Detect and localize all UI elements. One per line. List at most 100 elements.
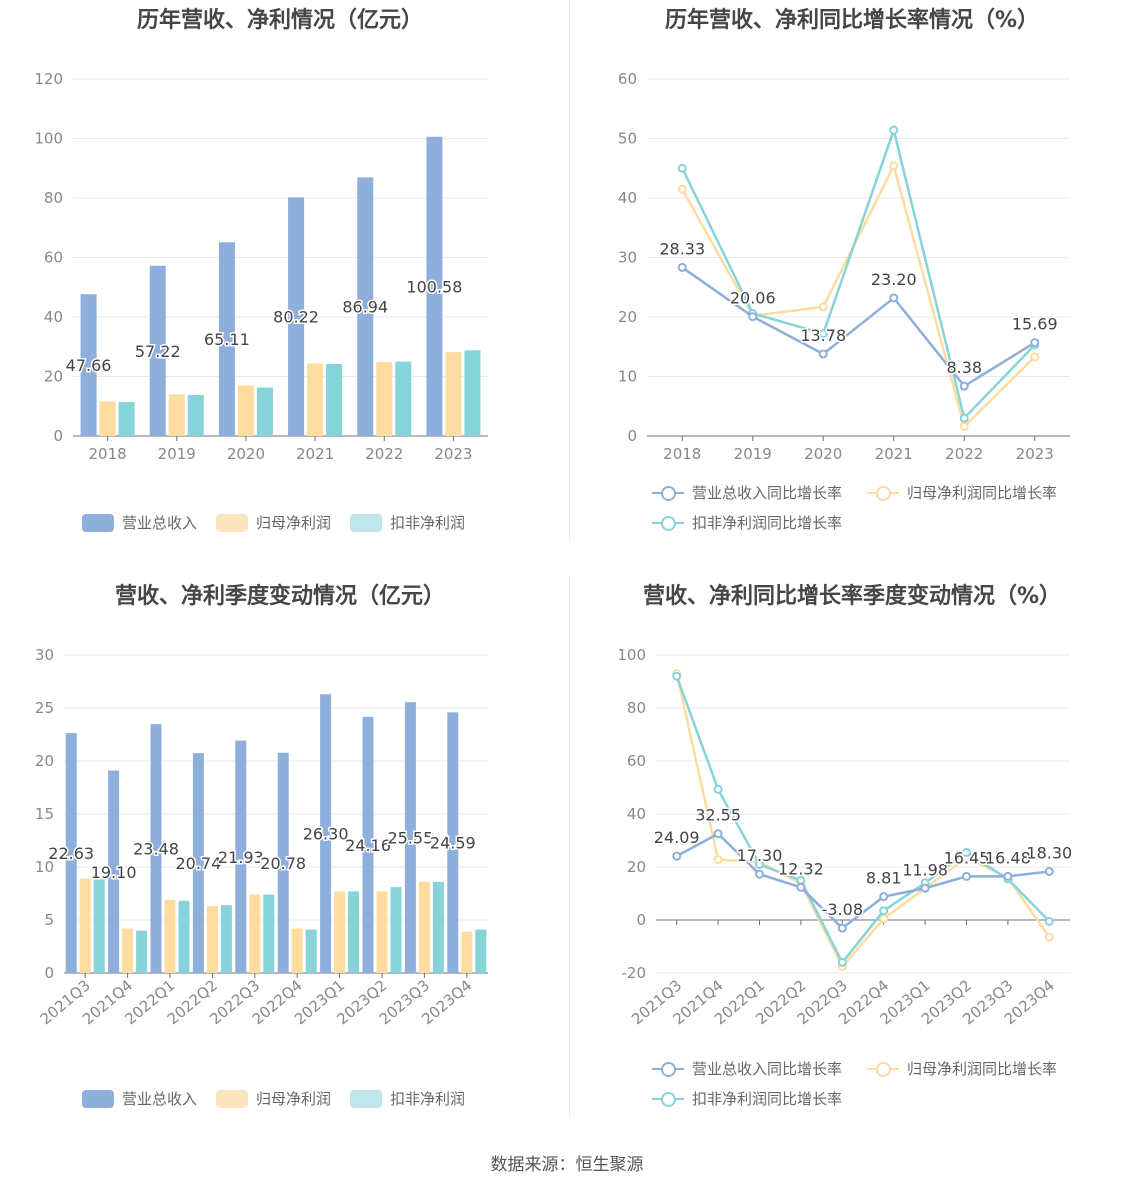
data-label: 28.33	[659, 239, 705, 258]
bar-net-profit	[307, 363, 324, 436]
data-point	[713, 829, 723, 839]
data-point	[959, 421, 969, 431]
y-tick-label: 40	[627, 805, 646, 823]
y-tick-label: 40	[618, 189, 637, 207]
legend-item-revenue-growth[interactable]: 营业总收入同比增长率	[652, 1058, 842, 1079]
data-label: 20.74	[175, 854, 221, 873]
bar-net-profit	[461, 931, 473, 973]
bar-revenue	[192, 753, 204, 973]
x-tick-label: 2023	[434, 445, 472, 463]
data-label: 21.93	[218, 848, 264, 867]
data-point	[677, 163, 687, 173]
x-tick-label: 2022	[365, 445, 403, 463]
legend-item-deducted-profit-growth[interactable]: 扣非净利润同比增长率	[652, 512, 842, 533]
legend-label: 营业总收入	[122, 1090, 198, 1108]
bar-revenue	[108, 770, 120, 973]
bar-net-profit	[418, 881, 430, 973]
bar-deducted-profit	[348, 891, 360, 973]
legend-label: 扣非净利润同比增长率	[692, 514, 843, 532]
data-point	[713, 855, 723, 865]
bar-revenue	[149, 265, 166, 436]
data-source-footer: 数据来源：恒生聚源	[490, 1155, 644, 1175]
data-point	[1030, 352, 1040, 362]
legend-swatch	[216, 513, 248, 532]
y-tick-label: 80	[44, 189, 63, 207]
data-point	[1030, 338, 1040, 348]
legend-label: 归母净利润同比增长率	[907, 484, 1058, 502]
x-tick-label: 2021	[296, 445, 334, 463]
bar-deducted-profit	[395, 361, 412, 436]
legend-item-net-profit-growth[interactable]: 归母净利润同比增长率	[867, 482, 1057, 503]
bar-deducted-profit	[326, 364, 343, 436]
x-tick-label: 2021	[875, 445, 913, 463]
legend-item-revenue-growth[interactable]: 营业总收入同比增长率	[652, 482, 842, 503]
y-tick-label: 40	[44, 308, 63, 326]
bar-net-profit	[376, 891, 388, 973]
data-label: 16.45	[944, 848, 990, 867]
bar-deducted-profit	[263, 894, 275, 973]
legend-label: 扣非净利润	[390, 514, 466, 532]
bar-net-profit	[291, 928, 303, 973]
y-tick-label: 0	[44, 964, 54, 982]
legend-item-net-profit-growth[interactable]: 归母净利润同比增长率	[867, 1058, 1057, 1079]
legend-item-net-profit[interactable]: 归母净利润	[216, 1088, 331, 1109]
data-point	[818, 302, 828, 312]
legend-swatch	[82, 1089, 114, 1108]
y-tick-label: 30	[618, 249, 637, 267]
y-tick-label: 30	[35, 646, 54, 664]
bar-deducted-profit	[136, 930, 148, 973]
x-tick-label: 2020	[804, 445, 842, 463]
data-label: 22.63	[48, 844, 94, 863]
legend-item-net-profit[interactable]: 归母净利润	[216, 512, 331, 533]
quarterly-values-chart: 0510152025302021Q32021Q42022Q12022Q22022…	[35, 646, 488, 1028]
data-point	[959, 413, 969, 423]
data-point	[889, 161, 899, 171]
quarterly-growth-panel: 营收、净利同比增长率季度变动情况（%） -20 0 20 40 60 80 100 2021Q…	[570, 576, 1134, 1136]
legend-label: 营业总收入	[122, 514, 198, 532]
x-tick-label: 2020	[227, 445, 265, 463]
bar-net-profit	[445, 352, 462, 436]
legend-swatch	[652, 484, 684, 502]
legend-swatch	[82, 513, 114, 532]
y-tick-label: 120	[34, 70, 63, 88]
legend-item-revenue[interactable]: 营业总收入	[82, 512, 197, 533]
series-line-deducted-profit-growth	[681, 125, 1036, 421]
data-label: 15.69	[1012, 315, 1058, 334]
bar-deducted-profit	[93, 878, 105, 973]
legend-swatch	[652, 1090, 684, 1108]
bar-revenue	[447, 712, 459, 973]
legend-item-deducted-profit-growth[interactable]: 扣非净利润同比增长率	[652, 1088, 842, 1109]
bar-net-profit	[376, 361, 393, 436]
data-label: 8.38	[946, 358, 982, 377]
bar-deducted-profit	[256, 387, 273, 436]
quarterly-growth-chart: -200204060801002021Q32021Q42022Q12022Q22…	[617, 646, 1073, 1028]
bar-revenue	[150, 724, 162, 973]
legend-item-deducted-profit[interactable]: 扣非净利润	[350, 1088, 465, 1109]
bar-net-profit	[206, 906, 218, 973]
legend-swatch	[350, 1089, 382, 1108]
data-label: 23.20	[871, 270, 917, 289]
data-label: 24.16	[345, 836, 391, 855]
bar-deducted-profit	[220, 905, 232, 973]
y-tick-label: 100	[617, 646, 646, 664]
y-tick-label: 15	[35, 805, 54, 823]
data-label: 12.32	[778, 859, 824, 878]
bar-deducted-profit	[390, 887, 402, 973]
series-line-net-profit-growth	[681, 162, 1036, 429]
data-label: 57.22	[135, 342, 181, 361]
y-tick-label: 10	[618, 368, 637, 386]
bar-net-profit	[237, 385, 254, 436]
series-line-revenue-growth	[676, 832, 1050, 930]
data-label: 17.30	[737, 846, 783, 865]
bar-deducted-profit	[118, 402, 135, 436]
bar-net-profit	[99, 401, 116, 436]
series-line-revenue-growth	[681, 266, 1036, 388]
bar-revenue	[320, 694, 332, 973]
legend-item-revenue[interactable]: 营业总收入	[82, 1088, 197, 1109]
data-point	[962, 847, 971, 857]
bar-net-profit	[164, 899, 176, 973]
bar-net-profit	[122, 928, 134, 973]
data-point	[755, 860, 764, 870]
legend-item-deducted-profit[interactable]: 扣非净利润	[350, 512, 465, 533]
x-tick-label: 2019	[734, 445, 772, 463]
